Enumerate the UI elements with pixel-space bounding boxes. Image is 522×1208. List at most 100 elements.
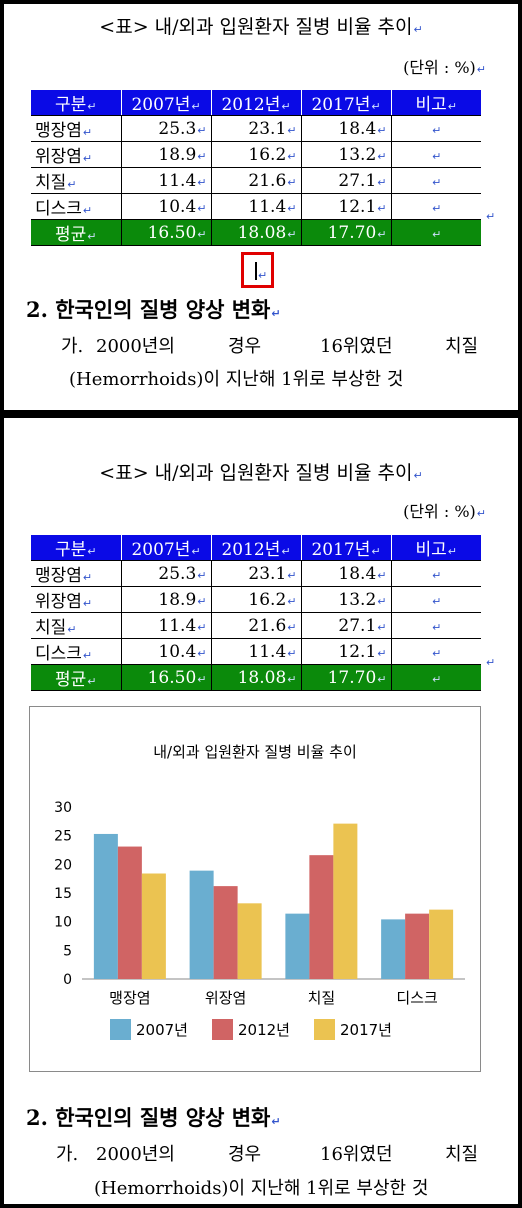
table-cell[interactable]: 11.4↵	[121, 612, 212, 639]
table-cell[interactable]: 23.1↵	[211, 560, 302, 587]
header-cell[interactable]: 2017년↵	[301, 90, 392, 116]
y-tick-label: 15	[54, 886, 72, 902]
row-label[interactable]: 맹장염↵	[31, 115, 122, 142]
average-cell[interactable]: 16.50↵	[121, 219, 212, 246]
header-cell[interactable]: 2007년↵	[121, 535, 212, 561]
table-cell[interactable]: 21.6↵	[211, 167, 302, 194]
table-cell[interactable]: 25.3↵	[121, 560, 212, 587]
header-cell[interactable]: 구분↵	[31, 535, 122, 561]
bar-2017년-맹장염	[141, 873, 166, 979]
note-cell[interactable]: ↵	[391, 193, 481, 220]
chart-title: 내/외과 입원환자 질병 비율 추이	[153, 743, 357, 761]
note-cell[interactable]: ↵	[391, 612, 481, 639]
table-cell[interactable]: 11.4↵	[211, 193, 302, 220]
table-cell[interactable]: 18.4↵	[301, 560, 392, 587]
row-label[interactable]: 치질↵	[31, 167, 122, 194]
row-label[interactable]: 치질↵	[31, 612, 122, 639]
table-header-row: 구분↵ 2007년↵ 2012년↵ 2017년↵ 비고↵	[31, 535, 481, 561]
paragraph-mark-icon: ↵	[486, 656, 496, 669]
x-tick-label: 치질	[308, 989, 336, 1007]
bar-2017년-위장염	[237, 903, 262, 979]
table-row: 치질↵ 11.4↵ 21.6↵ 27.1↵ ↵	[31, 612, 481, 639]
bar-2012년-맹장염	[117, 846, 142, 979]
table-cell[interactable]: 18.4↵	[301, 115, 392, 142]
table-cell[interactable]: 21.6↵	[211, 612, 302, 639]
table-cell[interactable]: 13.2↵	[301, 586, 392, 613]
legend-label: 2007년	[136, 1021, 188, 1039]
table-cell[interactable]: 12.1↵	[301, 638, 392, 665]
average-note-cell[interactable]: ↵	[391, 219, 481, 246]
average-cell[interactable]: 16.50↵	[121, 664, 212, 691]
table-cell[interactable]: 25.3↵	[121, 115, 212, 142]
header-cell[interactable]: 2012년↵	[211, 90, 302, 116]
y-tick-label: 5	[63, 943, 72, 959]
note-cell[interactable]: ↵	[391, 560, 481, 587]
bar-chart[interactable]: 내/외과 입원환자 질병 비율 추이 0 5 10 15 20 25 30 맹장염 위장염 치질 디…	[29, 706, 481, 1072]
header-cell[interactable]: 비고↵	[391, 535, 481, 561]
header-cell[interactable]: 비고↵	[391, 90, 481, 116]
table-row: 맹장염↵ 25.3↵ 23.1↵ 18.4↵ ↵	[31, 560, 481, 587]
table-average-row: 평균↵ 16.50↵ 18.08↵ 17.70↵ ↵	[31, 219, 481, 246]
y-tick-label: 30	[54, 800, 72, 816]
average-label[interactable]: 평균↵	[31, 664, 122, 691]
table-cell[interactable]: 16.2↵	[211, 141, 302, 168]
header-cell[interactable]: 2017년↵	[301, 535, 392, 561]
table-cell[interactable]: 18.9↵	[121, 141, 212, 168]
paragraph-mark-icon: ↵	[486, 210, 496, 223]
average-note-cell[interactable]: ↵	[391, 664, 481, 691]
table-cell[interactable]: 11.4↵	[121, 167, 212, 194]
table-cell[interactable]: 27.1↵	[301, 167, 392, 194]
table-average-row: 평균↵ 16.50↵ 18.08↵ 17.70↵ ↵	[31, 664, 481, 691]
table-cell[interactable]: 13.2↵	[301, 141, 392, 168]
note-cell[interactable]: ↵	[391, 167, 481, 194]
row-label[interactable]: 디스크↵	[31, 193, 122, 220]
section-heading: 2. 한국인의 질병 양상 변화↵	[26, 1105, 281, 1130]
x-tick-label: 맹장염	[109, 989, 150, 1007]
header-cell[interactable]: 2012년↵	[211, 535, 302, 561]
table-caption: <표> 내/외과 입원환자 질병 비율 추이↵	[99, 462, 423, 484]
table-cell[interactable]: 10.4↵	[121, 638, 212, 665]
header-cell[interactable]: 2007년↵	[121, 90, 212, 116]
y-tick-label: 25	[54, 829, 72, 845]
header-cell[interactable]: 구분↵	[31, 90, 122, 116]
row-label[interactable]: 맹장염↵	[31, 560, 122, 587]
bar-2012년-디스크	[405, 913, 430, 979]
table-row: 디스크↵ 10.4↵ 11.4↵ 12.1↵ ↵	[31, 193, 481, 220]
average-label[interactable]: 평균↵	[31, 219, 122, 246]
paragraph-mark-icon: ↵	[258, 269, 268, 282]
average-cell[interactable]: 18.08↵	[211, 664, 302, 691]
table-row: 위장염↵ 18.9↵ 16.2↵ 13.2↵ ↵	[31, 586, 481, 613]
unit-label: (단위 : %)↵	[403, 58, 486, 77]
average-cell[interactable]: 17.70↵	[301, 219, 392, 246]
table-cell[interactable]: 16.2↵	[211, 586, 302, 613]
row-label[interactable]: 위장염↵	[31, 586, 122, 613]
average-cell[interactable]: 18.08↵	[211, 219, 302, 246]
bar-2007년-맹장염	[93, 833, 118, 979]
bar-2012년-치질	[309, 855, 334, 979]
unit-label: (단위 : %)↵	[403, 502, 486, 521]
table-cell[interactable]: 27.1↵	[301, 612, 392, 639]
legend-swatch	[212, 1019, 233, 1040]
text-cursor-highlight[interactable]: ↵	[241, 252, 274, 288]
average-cell[interactable]: 17.70↵	[301, 664, 392, 691]
note-cell[interactable]: ↵	[391, 586, 481, 613]
note-cell[interactable]: ↵	[391, 638, 481, 665]
table-cell[interactable]: 11.4↵	[211, 638, 302, 665]
note-cell[interactable]: ↵	[391, 141, 481, 168]
bar-chart-canvas: 내/외과 입원환자 질병 비율 추이 0 5 10 15 20 25 30 맹장염 위장염 치질 디…	[54, 743, 465, 1040]
row-label[interactable]: 디스크↵	[31, 638, 122, 665]
table-cell[interactable]: 18.9↵	[121, 586, 212, 613]
legend-swatch	[314, 1019, 335, 1040]
table-cell[interactable]: 23.1↵	[211, 115, 302, 142]
row-label[interactable]: 위장염↵	[31, 141, 122, 168]
data-table[interactable]: 구분↵ 2007년↵ 2012년↵ 2017년↵ 비고↵ 맹장염↵ 25.3↵ …	[31, 535, 481, 691]
paragraph-line-2: (Hemorrhoids)이 지난해 1위로 부상한 것	[94, 1178, 429, 1199]
note-cell[interactable]: ↵	[391, 115, 481, 142]
bar-2012년-위장염	[213, 886, 238, 979]
table-cell[interactable]: 10.4↵	[121, 193, 212, 220]
table-cell[interactable]: 12.1↵	[301, 193, 392, 220]
paragraph-line-2: (Hemorrhoids)이 지난해 1위로 부상한 것	[69, 369, 404, 390]
bar-2007년-디스크	[381, 919, 406, 979]
y-tick-label: 20	[54, 857, 72, 873]
data-table[interactable]: 구분↵ 2007년↵ 2012년↵ 2017년↵ 비고↵ 맹장염↵ 25.3↵ …	[31, 90, 481, 246]
